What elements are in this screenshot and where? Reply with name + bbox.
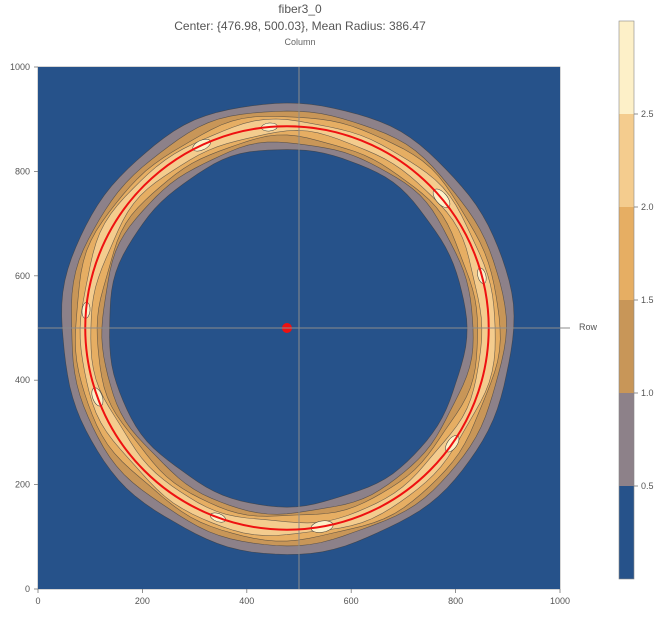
x-tick: 800 xyxy=(448,589,463,606)
y-tick: 200 xyxy=(15,480,38,490)
y-tick-label: 0 xyxy=(25,584,30,594)
axes: 0 200 400 600 800 1000 0 200 400 600 800 1000 xyxy=(10,62,570,606)
legend-swatch xyxy=(619,207,634,300)
legend-tick-label: 1.0 xyxy=(641,388,654,398)
y-tick-label: 400 xyxy=(15,375,30,385)
x-tick: 0 xyxy=(35,589,41,606)
legend-tick: 2.5 xyxy=(634,109,654,119)
y-tick-label: 1000 xyxy=(10,62,30,72)
x-tick-label: 400 xyxy=(239,596,254,606)
chart-title: fiber3_0 xyxy=(278,2,322,16)
legend-tick: 1.5 xyxy=(634,295,654,305)
x-tick: 400 xyxy=(239,589,254,606)
y-tick: 1000 xyxy=(10,62,38,72)
x-tick-label: 200 xyxy=(135,596,150,606)
legend-tick-label: 0.5 xyxy=(641,481,654,491)
legend-swatch xyxy=(619,21,634,114)
x-tick: 600 xyxy=(344,589,359,606)
legend-tick-label: 1.5 xyxy=(641,295,654,305)
x-tick: 1000 xyxy=(550,589,570,606)
legend-swatch xyxy=(619,114,634,207)
row-axis-label: Row xyxy=(579,322,598,332)
chart-subtitle: Center: {476.98, 500.03}, Mean Radius: 3… xyxy=(174,19,426,33)
y-tick: 800 xyxy=(15,166,38,176)
y-tick: 400 xyxy=(15,375,38,385)
legend-tick: 1.0 xyxy=(634,388,654,398)
legend-tick: 0.5 xyxy=(634,481,654,491)
y-tick-label: 600 xyxy=(15,271,30,281)
legend-swatch xyxy=(619,393,634,486)
y-tick: 0 xyxy=(25,584,38,594)
legend-tick-label: 2.5 xyxy=(641,109,654,119)
legend-swatch xyxy=(619,486,634,579)
x-tick-label: 1000 xyxy=(550,596,570,606)
column-axis-label: Column xyxy=(284,37,316,47)
x-tick: 200 xyxy=(135,589,150,606)
x-tick-label: 0 xyxy=(35,596,40,606)
legend-bar: 0.5 1.0 1.5 2.0 2.5 xyxy=(618,20,654,580)
legend-tick-label: 2.0 xyxy=(641,202,654,212)
legend-tick: 2.0 xyxy=(634,202,654,212)
y-tick: 600 xyxy=(15,271,38,281)
y-tick-label: 800 xyxy=(15,166,30,176)
legend-swatch xyxy=(619,300,634,393)
y-tick-label: 200 xyxy=(15,480,30,490)
x-tick-label: 800 xyxy=(448,596,463,606)
x-tick-label: 600 xyxy=(344,596,359,606)
